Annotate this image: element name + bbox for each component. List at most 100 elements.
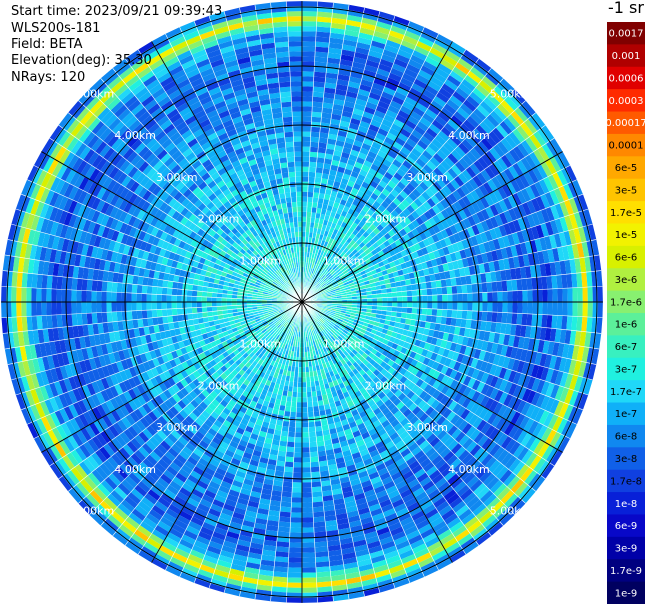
ppi-cell: [348, 4, 365, 13]
ppi-cell: [455, 86, 470, 100]
ppi-cell: [363, 159, 373, 168]
ppi-cell: [427, 104, 441, 116]
ppi-cell: [352, 182, 362, 191]
ppi-cell: [281, 496, 292, 503]
ppi-cell: [314, 217, 320, 224]
ppi-cell: [297, 382, 302, 388]
ppi-cell: [467, 302, 473, 311]
ppi-cell: [508, 131, 522, 146]
ppi-cell: [443, 103, 457, 115]
ppi-cell: [326, 143, 336, 150]
ppi-cell: [342, 269, 349, 275]
ppi-cell: [311, 481, 322, 488]
ppi-cell: [453, 130, 466, 143]
ppi-cell: [309, 227, 314, 233]
ppi-cell: [320, 281, 326, 287]
ppi-cell: [529, 183, 541, 198]
ppi-cell: [377, 302, 383, 307]
ppi-cell: [473, 144, 486, 157]
ppi-cell: [456, 107, 470, 120]
ppi-cell: [459, 103, 474, 116]
ppi-cell: [402, 186, 412, 196]
ppi-cell: [308, 237, 313, 243]
ppi-cell: [467, 70, 482, 84]
ppi-cell: [387, 34, 403, 45]
ppi-cell: [516, 190, 527, 205]
ppi-cell: [368, 245, 376, 252]
ppi-cell: [507, 194, 518, 209]
ppi-cell: [425, 146, 437, 157]
ppi-cell: [315, 556, 330, 563]
ppi-cell: [395, 193, 405, 203]
ppi-cell: [312, 101, 323, 108]
ppi-cell: [293, 452, 302, 458]
ppi-cell: [339, 274, 346, 280]
ppi-cell: [549, 156, 562, 173]
ppi-cell: [464, 74, 479, 88]
ppi-cell: [413, 197, 423, 208]
ppi-cell: [386, 77, 400, 87]
ppi-cell: [342, 279, 348, 284]
ppi-cell: [516, 159, 528, 175]
ppi-cell: [354, 269, 361, 275]
ppi-cell: [537, 128, 551, 144]
ppi-cell: [292, 472, 302, 478]
ppi-cell: [522, 290, 528, 302]
ppi-cell: [340, 238, 347, 246]
ppi-cell: [317, 278, 323, 284]
ppi-cell: [335, 140, 345, 147]
ppi-cell: [285, 451, 295, 458]
ppi-cell: [316, 16, 332, 23]
ppi-cell: [344, 29, 360, 38]
ppi-cell: [358, 32, 374, 41]
ppi-cell: [331, 113, 342, 121]
ppi-cell: [346, 158, 356, 167]
ppi-cell: [523, 171, 535, 186]
ppi-cell: [319, 127, 330, 134]
ppi-cell: [308, 272, 312, 279]
ppi-cell: [450, 317, 457, 327]
ppi-cell: [323, 277, 329, 282]
ppi-cell: [587, 302, 593, 318]
ppi-cell: [362, 264, 370, 271]
ppi-cell: [351, 274, 357, 280]
ppi-cell: [426, 174, 437, 185]
ppi-cell: [521, 278, 528, 291]
ppi-cell: [461, 78, 476, 92]
ppi-cell: [337, 262, 343, 269]
ppi-cell: [317, 271, 322, 277]
ppi-cell: [368, 167, 378, 177]
ppi-cell: [354, 135, 365, 143]
ppi-cell: [302, 216, 307, 222]
ppi-cell: [572, 287, 578, 302]
ppi-cell: [314, 66, 327, 73]
ppi-cell: [325, 279, 331, 285]
ppi-cell: [330, 263, 336, 269]
ppi-cell: [311, 268, 315, 274]
ppi-cell: [436, 163, 448, 175]
ppi-cell: [359, 169, 369, 177]
ppi-cell: [310, 466, 320, 473]
ppi-cell: [460, 184, 471, 196]
ppi-cell: [394, 136, 406, 147]
ppi-cell: [419, 181, 429, 192]
ppi-cell: [343, 168, 353, 176]
ppi-cell: [372, 159, 383, 168]
ppi-cell: [288, 557, 302, 563]
ppi-cell: [403, 216, 412, 226]
ppi-cell: [302, 206, 307, 212]
ppi-cell: [534, 181, 545, 196]
ppi-cell: [587, 286, 593, 302]
ppi-cell: [355, 238, 363, 246]
ppi-cell: [308, 232, 313, 238]
ppi-cell: [384, 184, 394, 193]
ppi-cell: [420, 282, 427, 290]
ppi-cell: [342, 173, 351, 181]
ppi-cell: [339, 182, 347, 190]
ppi-cell: [314, 282, 319, 288]
ppi-cell: [330, 118, 341, 126]
ppi-cell: [547, 174, 559, 190]
ppi-cell: [370, 163, 380, 172]
ppi-cell: [429, 170, 440, 182]
ppi-cell: [305, 236, 309, 243]
